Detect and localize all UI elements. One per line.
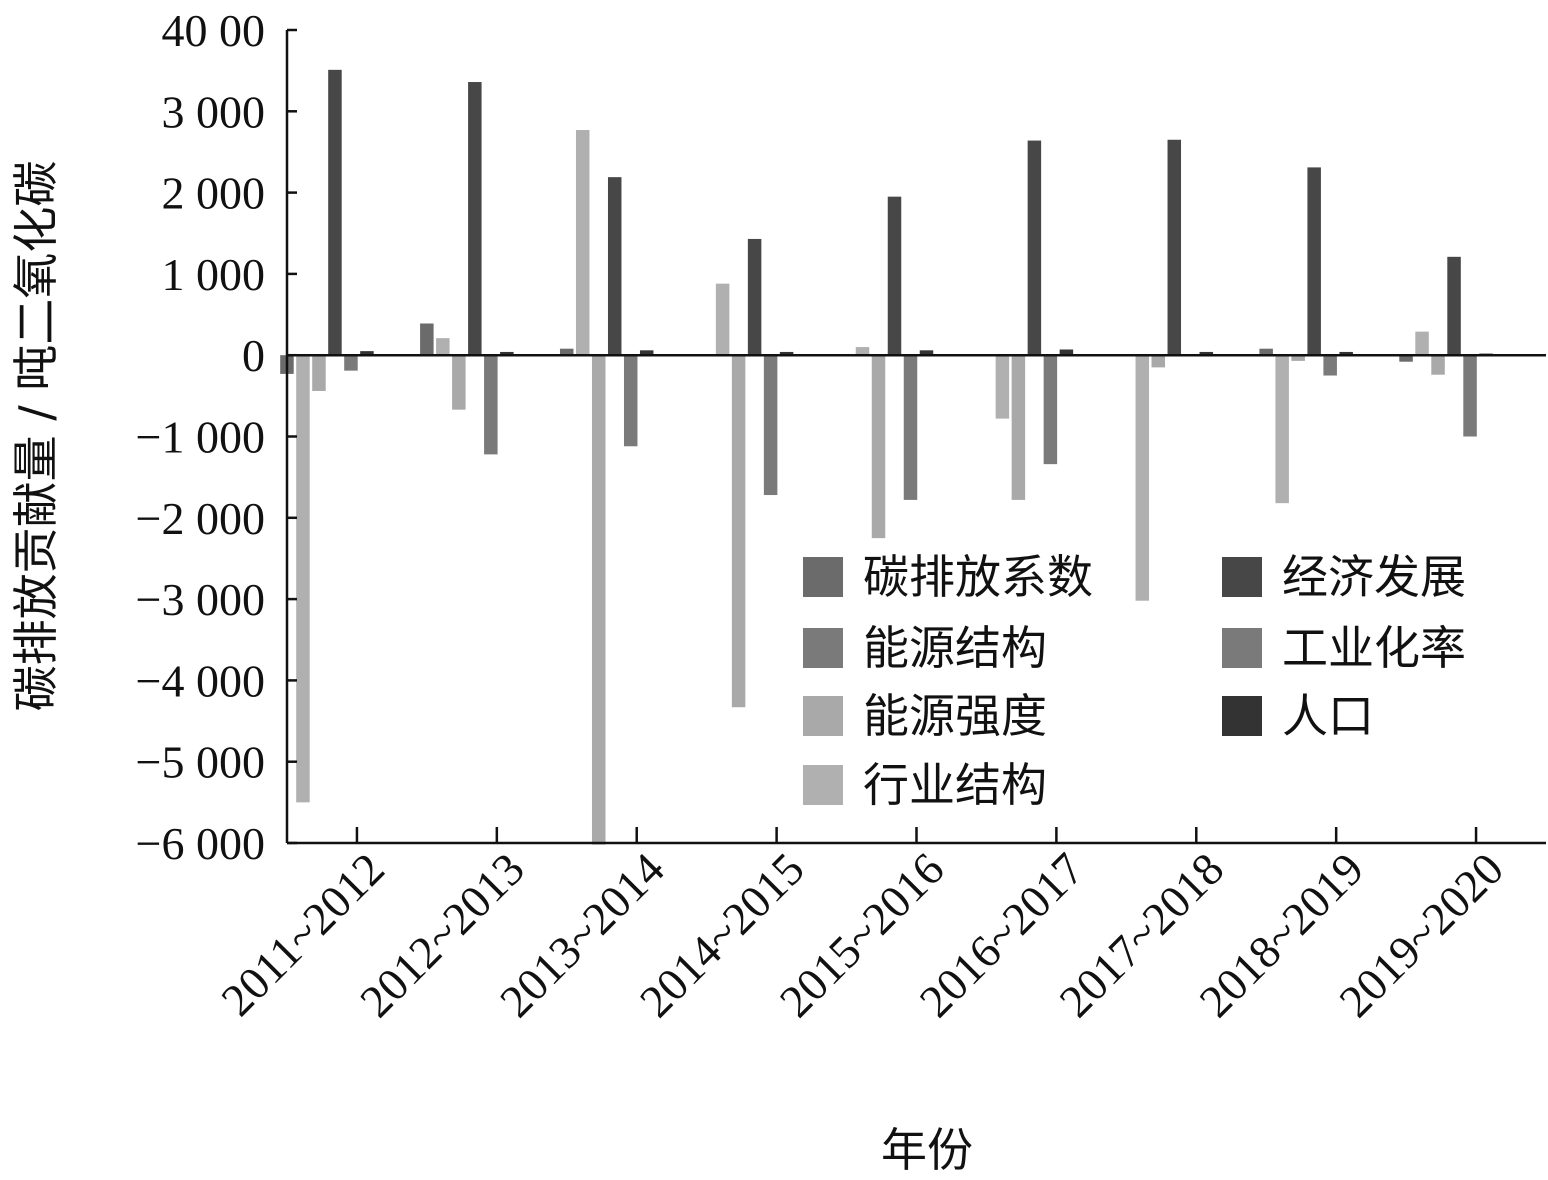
bar xyxy=(1043,355,1058,465)
legend-label: 行业结构 xyxy=(863,758,1047,812)
bar xyxy=(452,355,466,410)
bar xyxy=(484,355,498,455)
y-axis-title: 碳排放贡献量 / 吨二氧化碳 xyxy=(9,161,63,712)
bar xyxy=(1291,355,1305,361)
bar xyxy=(328,69,342,356)
y-tick-label: 2 000 xyxy=(162,168,266,219)
legend-swatch xyxy=(1222,628,1262,668)
bar xyxy=(779,351,794,356)
bar xyxy=(1415,331,1429,356)
bar xyxy=(1339,351,1353,356)
bar xyxy=(1151,355,1166,368)
bar xyxy=(639,350,654,356)
bar xyxy=(344,355,358,371)
bar xyxy=(1059,349,1074,356)
y-tick-label: −2 000 xyxy=(136,493,265,544)
bar xyxy=(623,355,638,447)
bar xyxy=(1307,167,1321,356)
bars-layer xyxy=(280,69,1493,845)
bar xyxy=(1275,355,1289,504)
bar xyxy=(1463,355,1477,437)
y-tick-label: −3 000 xyxy=(136,574,265,625)
legend-label: 经济发展 xyxy=(1282,550,1466,604)
legend-label: 能源强度 xyxy=(863,689,1047,743)
y-tick-label: 3 000 xyxy=(162,86,266,137)
bar xyxy=(1011,355,1026,500)
legend-label: 能源结构 xyxy=(863,621,1047,675)
bar xyxy=(312,355,326,391)
bar xyxy=(559,348,574,356)
bar xyxy=(871,355,886,539)
bar xyxy=(855,347,870,356)
bar xyxy=(436,338,450,356)
bar xyxy=(468,82,482,356)
y-tick-label: −1 000 xyxy=(136,412,265,463)
bar xyxy=(1027,140,1042,356)
bar xyxy=(1447,256,1461,356)
bar xyxy=(747,238,762,356)
bar xyxy=(1323,355,1337,376)
bar xyxy=(575,129,590,356)
legend-swatch xyxy=(803,628,843,668)
bar xyxy=(591,355,606,845)
y-tick-label: −4 000 xyxy=(136,655,265,706)
bar xyxy=(1259,348,1273,356)
bar xyxy=(715,283,730,356)
bar xyxy=(995,355,1010,419)
bar xyxy=(1199,351,1214,356)
bar xyxy=(1167,139,1182,356)
legend-swatch xyxy=(803,765,843,805)
bar xyxy=(731,355,746,708)
legend-label: 工业化率 xyxy=(1282,621,1466,675)
legend-swatch xyxy=(803,696,843,736)
y-ticks: 40 00 3 000 2 000 1 000 0 −1 000 −2 000 −3 000 −… xyxy=(136,5,297,869)
bar xyxy=(420,323,434,356)
bar xyxy=(919,350,934,356)
y-tick-label: 40 00 xyxy=(162,5,266,56)
bar xyxy=(500,351,514,356)
legend-label: 碳排放系数 xyxy=(863,550,1093,604)
bar xyxy=(296,355,310,803)
legend-swatch xyxy=(1222,696,1262,736)
bar xyxy=(903,355,918,500)
bar xyxy=(1399,355,1413,362)
x-axis-title: 年份 xyxy=(881,1123,973,1177)
bar xyxy=(607,177,622,356)
legend-label: 人口 xyxy=(1282,689,1374,743)
legend-swatch xyxy=(803,557,843,597)
bar xyxy=(887,196,902,356)
y-tick-label: −5 000 xyxy=(136,737,265,788)
legend-swatch xyxy=(1222,557,1262,597)
bar xyxy=(1431,355,1445,375)
x-ticks: 2011~20122012~20132013~20142014~20152015… xyxy=(211,827,1513,1027)
y-tick-label: 0 xyxy=(242,330,265,381)
bar xyxy=(360,351,374,356)
y-tick-label: −6 000 xyxy=(136,818,265,869)
y-tick-label: 1 000 xyxy=(162,249,266,300)
bar xyxy=(763,355,778,496)
bar xyxy=(1135,355,1150,601)
